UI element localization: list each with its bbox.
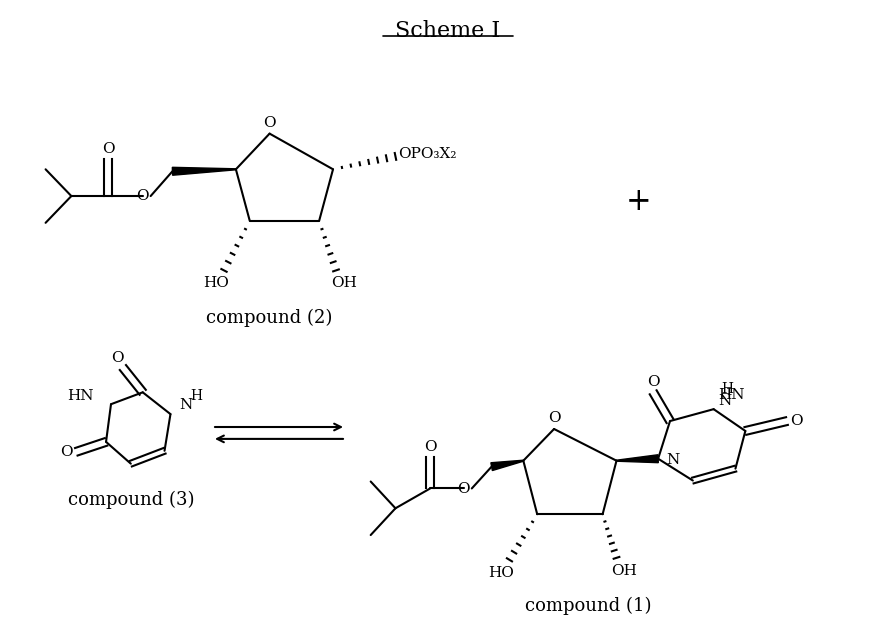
Text: O: O bbox=[263, 116, 276, 130]
Text: HN: HN bbox=[66, 389, 93, 403]
Text: N: N bbox=[179, 398, 193, 412]
Text: O: O bbox=[547, 411, 560, 425]
Text: O: O bbox=[112, 351, 125, 365]
Text: HO: HO bbox=[203, 277, 229, 290]
Text: compound (1): compound (1) bbox=[525, 596, 652, 614]
Text: OPO₃X₂: OPO₃X₂ bbox=[399, 147, 457, 161]
Text: compound (3): compound (3) bbox=[67, 491, 194, 510]
Text: H: H bbox=[190, 389, 202, 403]
Text: compound (2): compound (2) bbox=[206, 309, 332, 327]
Text: HN: HN bbox=[719, 388, 745, 403]
Text: Scheme I: Scheme I bbox=[395, 20, 501, 42]
Text: OH: OH bbox=[331, 277, 357, 290]
Text: OH: OH bbox=[611, 564, 637, 578]
Polygon shape bbox=[172, 168, 236, 175]
Text: N: N bbox=[666, 453, 679, 467]
Text: O: O bbox=[424, 440, 436, 454]
Text: O: O bbox=[102, 142, 115, 156]
Text: O: O bbox=[790, 414, 803, 428]
Text: O: O bbox=[60, 445, 73, 459]
Text: HO: HO bbox=[488, 566, 514, 580]
Text: O: O bbox=[458, 483, 470, 496]
Text: N: N bbox=[719, 394, 732, 408]
Text: O: O bbox=[647, 375, 659, 389]
Text: H: H bbox=[721, 382, 734, 396]
Text: +: + bbox=[625, 185, 651, 217]
Polygon shape bbox=[616, 455, 659, 462]
Polygon shape bbox=[491, 461, 523, 471]
Text: O: O bbox=[136, 189, 149, 203]
